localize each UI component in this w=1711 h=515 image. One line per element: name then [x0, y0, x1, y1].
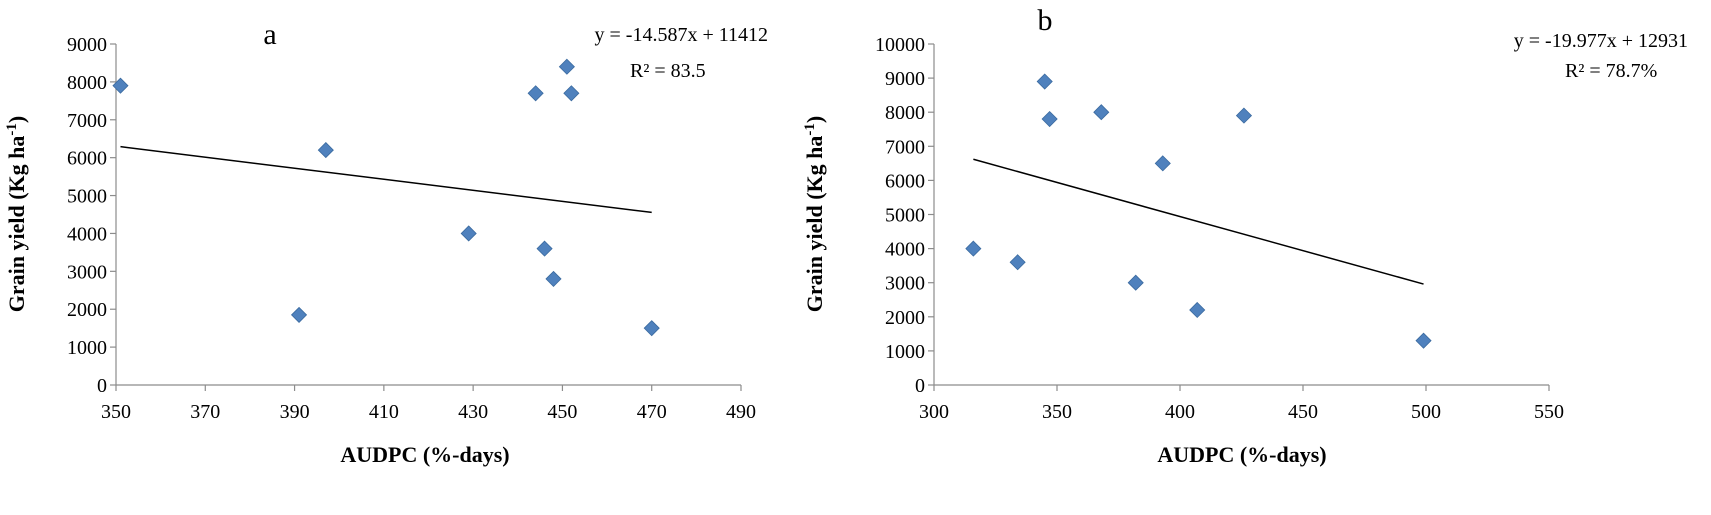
data-point	[1127, 274, 1144, 291]
data-point	[563, 85, 580, 102]
data-point	[1189, 301, 1206, 319]
y-tick-label: 2000	[67, 299, 107, 321]
x-tick-label: 550	[1534, 401, 1564, 423]
x-axis-title: AUDPC (%-days)	[340, 442, 509, 467]
x-tick-label: 470	[637, 401, 667, 423]
data-point	[536, 240, 553, 257]
data-point	[527, 85, 544, 102]
y-tick-label: 9000	[885, 68, 925, 90]
y-tick-label: 4000	[885, 239, 925, 261]
data-point	[112, 77, 129, 94]
data-point	[1415, 332, 1432, 349]
trendline	[973, 158, 1424, 285]
x-tick-label: 410	[369, 401, 399, 423]
x-tick-label: 500	[1411, 401, 1441, 423]
x-tick-label: 370	[190, 401, 220, 423]
y-tick-label: 9000	[67, 34, 107, 56]
data-point	[317, 142, 334, 159]
x-tick-label: 300	[919, 401, 949, 423]
y-tick-label: 5000	[67, 186, 107, 208]
x-tick-label: 450	[547, 401, 577, 423]
y-tick-label: 3000	[67, 261, 107, 283]
panel-label: a	[263, 18, 276, 51]
y-tick-label: 5000	[885, 205, 925, 227]
y-tick-label: 1000	[885, 341, 925, 363]
data-point	[1041, 110, 1058, 128]
data-point	[1235, 107, 1253, 124]
y-tick-label: 3000	[885, 273, 925, 295]
x-tick-label: 350	[101, 401, 131, 423]
y-tick-label: 8000	[67, 72, 107, 94]
trendline-equation: y = -14.587x + 11412	[595, 24, 768, 46]
r-squared-label: R² = 78.7%	[1565, 60, 1657, 82]
y-tick-label: 1000	[67, 337, 107, 359]
panel-label: b	[1038, 4, 1053, 37]
y-axis-title: Grain yield (Kg ha-1)	[802, 116, 827, 312]
data-point	[965, 240, 982, 257]
data-point	[1036, 73, 1053, 90]
y-tick-label: 8000	[885, 102, 925, 124]
data-point	[558, 58, 575, 75]
data-point	[460, 225, 477, 242]
x-axis-title: AUDPC (%-days)	[1157, 442, 1326, 467]
data-point	[1009, 254, 1026, 271]
data-point	[545, 270, 562, 287]
trendline-equation: y = -19.977x + 12931	[1514, 30, 1688, 52]
y-tick-label: 0	[915, 375, 925, 397]
y-tick-label: 4000	[67, 223, 107, 245]
x-tick-label: 390	[280, 401, 310, 423]
data-point	[290, 306, 308, 323]
data-point	[643, 320, 660, 337]
y-tick-label: 6000	[67, 148, 107, 170]
y-axis-title: Grain yield (Kg ha-1)	[4, 116, 29, 312]
y-tick-label: 0	[97, 375, 107, 397]
data-point	[1154, 155, 1171, 172]
y-tick-label: 2000	[885, 307, 925, 329]
x-tick-label: 430	[458, 401, 488, 423]
data-point	[1093, 104, 1110, 121]
y-tick-label: 7000	[885, 136, 925, 158]
x-tick-label: 400	[1165, 401, 1195, 423]
x-tick-label: 450	[1288, 401, 1318, 423]
chart-panel-b: 0 1000 2000 3000 4000 5000 6000 7000 8000 9000 100…	[802, 4, 1688, 467]
trendline	[120, 145, 652, 214]
y-tick-label: 10000	[875, 34, 925, 56]
y-tick-label: 6000	[885, 170, 925, 192]
chart-panel-a: 0 1000 2000 3000 4000 5000 6000 7000 8000 9000 350…	[4, 18, 768, 467]
x-tick-label: 350	[1042, 401, 1072, 423]
x-tick-label: 490	[726, 401, 756, 423]
r-squared-label: R² = 83.5	[630, 60, 706, 82]
y-tick-label: 7000	[67, 110, 107, 132]
